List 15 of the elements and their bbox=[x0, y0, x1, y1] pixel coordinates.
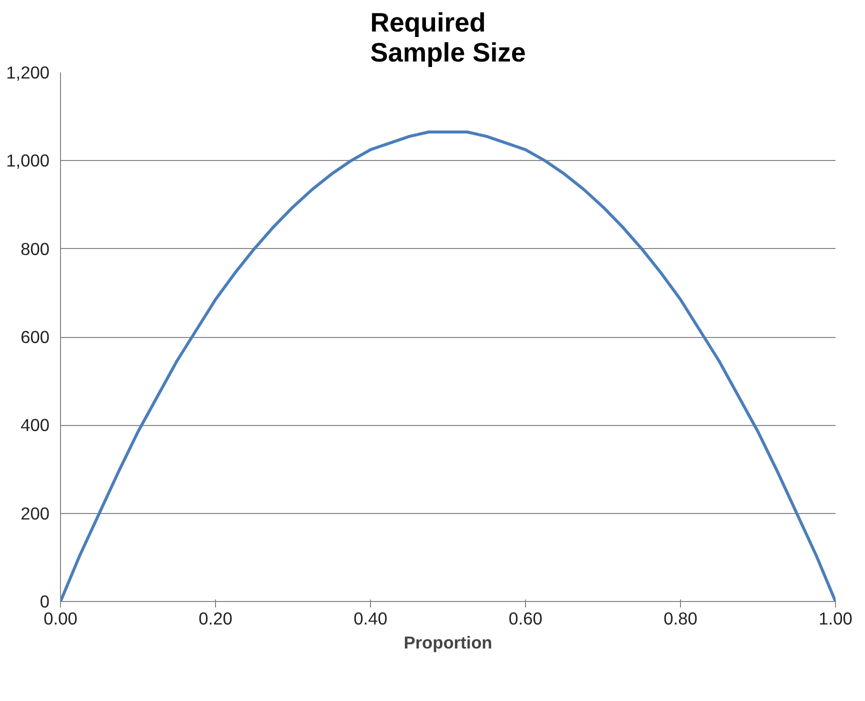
x-tick-label: 0.40 bbox=[354, 608, 388, 628]
x-tick-label: 0.20 bbox=[198, 608, 232, 628]
y-tick-label: 1,000 bbox=[6, 150, 50, 171]
y-tick-label: 1,200 bbox=[6, 62, 50, 82]
x-tick-label: 1.00 bbox=[818, 608, 852, 628]
x-tick-label: 0.80 bbox=[664, 608, 698, 628]
x-tick-label: 0.00 bbox=[44, 608, 78, 628]
y-tick-label: 200 bbox=[20, 503, 50, 524]
x-axis-title: Proportion bbox=[404, 632, 492, 652]
chart-title: Required Sample Size bbox=[370, 8, 526, 68]
y-tick-label: 600 bbox=[20, 327, 50, 347]
y-tick-label: 0 bbox=[40, 592, 50, 612]
x-tick-label: 0.60 bbox=[508, 608, 542, 628]
y-tick-label: 400 bbox=[20, 415, 50, 436]
y-tick-label: 800 bbox=[20, 238, 50, 259]
